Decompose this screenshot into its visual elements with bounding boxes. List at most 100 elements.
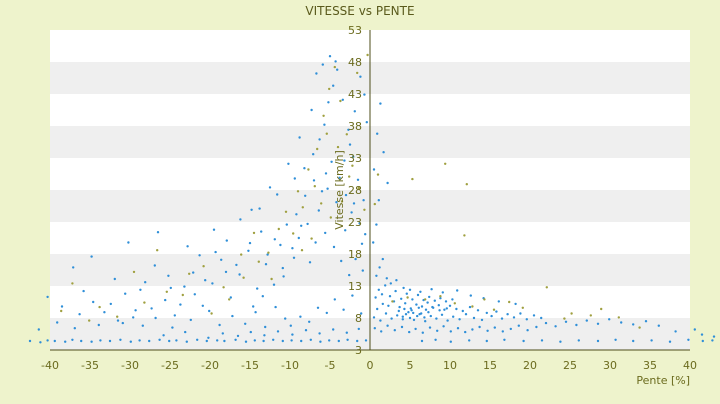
data-point-blue xyxy=(485,339,488,343)
data-point-blue xyxy=(468,305,472,309)
data-point-blue xyxy=(150,307,153,310)
data-point-blue xyxy=(244,340,248,343)
data-point-blue xyxy=(119,338,122,341)
data-point-blue xyxy=(353,110,356,113)
data-point-blue xyxy=(390,317,393,320)
data-point-blue xyxy=(372,241,375,244)
data-point-olive xyxy=(98,305,101,309)
data-point-blue xyxy=(416,314,419,318)
data-point-olive xyxy=(296,190,300,193)
data-point-blue xyxy=(310,108,313,112)
x-axis-label: Pente [%] xyxy=(636,374,690,387)
data-point-blue xyxy=(712,335,716,338)
data-point-olive xyxy=(600,307,603,311)
data-point-blue xyxy=(279,243,282,247)
data-point-blue xyxy=(401,318,404,321)
data-point-blue xyxy=(517,324,520,327)
data-point-blue xyxy=(179,303,182,306)
data-point-blue xyxy=(456,327,460,330)
data-point-blue xyxy=(287,162,290,165)
data-point-blue xyxy=(377,288,380,291)
x-tick-label: -10 xyxy=(281,359,299,372)
data-point-blue xyxy=(687,338,690,341)
data-point-blue xyxy=(359,75,362,78)
data-point-blue xyxy=(441,291,444,294)
data-point-blue xyxy=(674,330,677,333)
data-point-blue xyxy=(437,304,440,307)
data-point-blue xyxy=(445,307,448,310)
data-point-blue xyxy=(478,325,481,329)
data-point-blue xyxy=(167,274,170,277)
data-point-olive xyxy=(316,147,319,151)
data-point-blue xyxy=(375,274,378,277)
data-point-blue xyxy=(412,311,415,315)
data-point-blue xyxy=(476,309,480,312)
data-point-blue xyxy=(332,245,336,249)
y-tick-label: 33 xyxy=(348,152,362,165)
data-point-blue xyxy=(509,327,512,331)
y-axis-label: Vitesse [km/h] xyxy=(333,150,346,230)
data-point-blue xyxy=(564,320,568,323)
data-point-olive xyxy=(156,249,159,252)
data-point-blue xyxy=(416,293,420,297)
data-point-blue xyxy=(439,297,442,300)
data-point-blue xyxy=(207,336,210,339)
data-point-blue xyxy=(540,316,543,320)
data-point-blue xyxy=(37,328,40,331)
data-point-blue xyxy=(211,282,214,285)
data-point-blue xyxy=(153,264,156,267)
data-point-olive xyxy=(313,185,316,188)
data-point-blue xyxy=(400,325,404,329)
data-point-blue xyxy=(415,303,418,306)
data-point-blue xyxy=(162,334,165,337)
data-point-olive xyxy=(339,99,342,103)
data-point-olive xyxy=(340,200,344,203)
data-point-blue xyxy=(386,324,389,327)
data-point-blue xyxy=(372,316,376,319)
data-point-olive xyxy=(351,164,354,167)
data-point-blue xyxy=(701,339,704,343)
data-point-blue xyxy=(429,314,432,318)
data-point-blue xyxy=(455,307,458,311)
data-point-olive xyxy=(228,298,231,301)
data-point-blue xyxy=(262,339,265,343)
data-point-blue xyxy=(436,329,439,332)
x-tick-label: 20 xyxy=(523,359,537,372)
data-point-blue xyxy=(409,307,412,310)
data-point-blue xyxy=(480,318,484,322)
data-point-olive xyxy=(210,312,213,315)
data-point-blue xyxy=(472,316,476,320)
data-point-blue xyxy=(378,266,381,269)
data-point-blue xyxy=(519,312,522,315)
data-point-blue xyxy=(221,332,224,335)
data-point-blue xyxy=(362,199,365,202)
data-point-blue xyxy=(154,316,157,320)
data-point-blue xyxy=(285,223,288,226)
data-point-blue xyxy=(208,309,211,313)
data-point-blue xyxy=(254,311,257,314)
data-point-blue xyxy=(428,326,432,329)
data-point-blue xyxy=(620,321,623,324)
data-point-blue xyxy=(156,231,160,234)
data-point-blue xyxy=(408,316,412,320)
y-tick-label: 13 xyxy=(348,280,362,293)
data-point-olive xyxy=(336,145,340,149)
data-point-blue xyxy=(261,295,264,298)
x-tick-label: 0 xyxy=(367,359,374,372)
data-point-blue xyxy=(351,294,354,297)
data-point-olive xyxy=(181,293,184,297)
data-point-blue xyxy=(330,160,333,163)
data-point-blue xyxy=(693,328,696,331)
data-point-blue xyxy=(360,242,364,245)
data-point-olive xyxy=(492,308,496,311)
data-point-olive xyxy=(465,183,468,186)
data-point-blue xyxy=(312,179,316,182)
data-point-blue xyxy=(435,317,438,320)
data-point-blue xyxy=(273,238,276,241)
data-point-blue xyxy=(308,261,312,264)
data-point-blue xyxy=(451,298,454,301)
data-point-blue xyxy=(372,168,376,171)
data-point-blue xyxy=(381,257,384,261)
data-point-blue xyxy=(434,338,437,341)
data-point-blue xyxy=(272,283,276,286)
